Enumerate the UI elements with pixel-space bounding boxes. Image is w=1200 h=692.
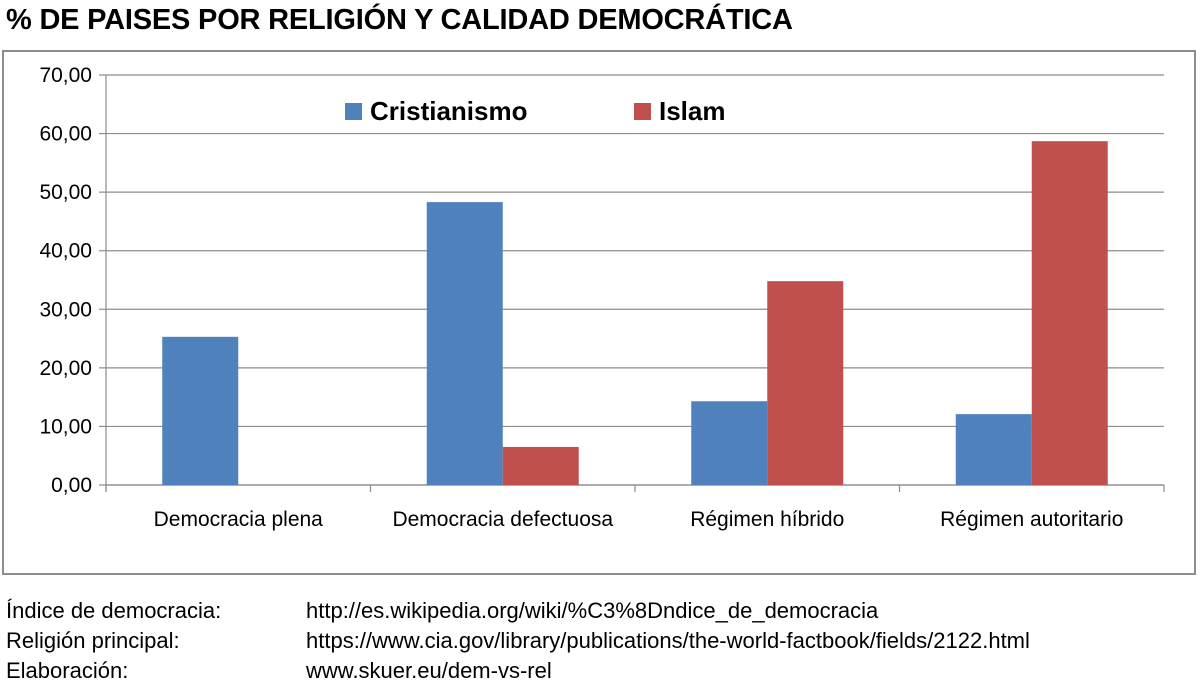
y-tick-label: 70,00 xyxy=(39,64,92,87)
source-row: Religión principal: https://www.cia.gov/… xyxy=(6,626,1030,656)
x-tick-label: Democracia defectuosa xyxy=(392,508,613,531)
x-tick-label: Democracia plena xyxy=(154,508,324,531)
source-row: Elaboración: www.skuer.eu/dem-vs-rel xyxy=(6,656,1030,686)
sources-block: Índice de democracia: http://es.wikipedi… xyxy=(6,596,1030,686)
bar-chart: 0,00 10,00 20,00 30,00 40,00 50,00 60,00 70,00 D… xyxy=(39,64,1165,531)
source-label: Índice de democracia: xyxy=(6,598,222,623)
bar-islam xyxy=(502,446,579,485)
source-url[interactable]: www.skuer.eu/dem-vs-rel xyxy=(306,658,552,683)
bar-islam xyxy=(1031,141,1108,485)
chart-legend: Cristianismo Islam xyxy=(0,96,1200,130)
source-url[interactable]: https://www.cia.gov/library/publications… xyxy=(306,628,1030,653)
bar-cristianismo xyxy=(162,336,239,485)
bar-cristianismo xyxy=(955,414,1032,485)
y-tick-label: 0,00 xyxy=(51,474,92,497)
y-tick-label: 60,00 xyxy=(39,123,92,146)
y-tick-label: 10,00 xyxy=(39,415,92,438)
bar-cristianismo xyxy=(426,202,503,485)
source-label: Religión principal: xyxy=(6,628,180,653)
y-tick-label: 30,00 xyxy=(39,298,92,321)
y-tick-label: 20,00 xyxy=(39,357,92,380)
chart-frame xyxy=(2,50,1196,575)
legend-label-islam: Islam xyxy=(659,96,726,126)
bar-cristianismo xyxy=(691,401,768,485)
legend-item-cristianismo: Cristianismo xyxy=(345,96,528,127)
legend-label-cristianismo: Cristianismo xyxy=(370,96,528,126)
legend-item-islam: Islam xyxy=(634,96,726,127)
x-tick-label: Régimen autoritario xyxy=(940,508,1123,531)
legend-swatch-cristianismo xyxy=(345,103,362,120)
source-row: Índice de democracia: http://es.wikipedi… xyxy=(6,596,1030,626)
x-tick-label: Régimen híbrido xyxy=(690,508,844,531)
y-tick-label: 40,00 xyxy=(39,240,92,263)
y-tick-label: 50,00 xyxy=(39,181,92,204)
source-label: Elaboración: xyxy=(6,658,129,683)
source-url[interactable]: http://es.wikipedia.org/wiki/%C3%8Dndice… xyxy=(306,598,879,623)
bar-islam xyxy=(767,281,844,485)
legend-swatch-islam xyxy=(634,103,651,120)
chart-title: % DE PAISES POR RELIGIÓN Y CALIDAD DEMOC… xyxy=(6,4,793,36)
